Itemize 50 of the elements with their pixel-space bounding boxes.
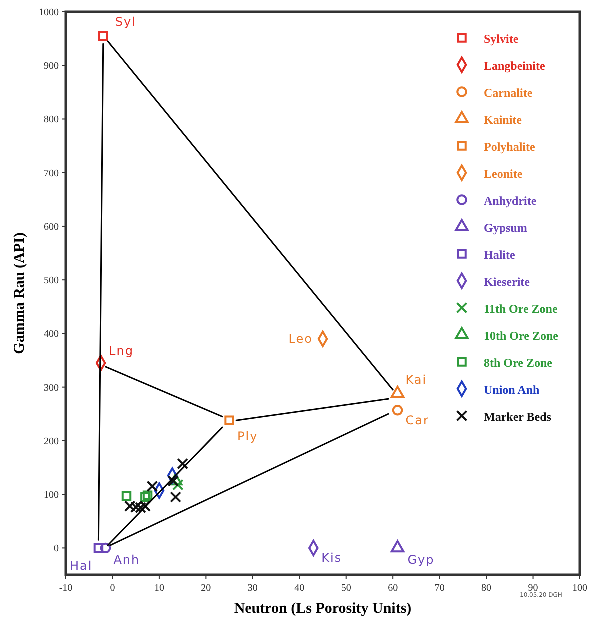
legend-label: 10th Ore Zone (484, 329, 560, 343)
annotation: Ply (238, 430, 258, 444)
x-tick-label: 60 (388, 583, 398, 594)
y-tick-label: 700 (44, 168, 59, 180)
x-tick-label: 0 (110, 583, 116, 594)
legend-label: Kainite (484, 113, 523, 127)
x-tick-label: 40 (294, 583, 305, 594)
y-tick-label: 900 (44, 61, 59, 72)
x-tick-label: 30 (248, 583, 258, 594)
legend-label: Polyhalite (484, 140, 536, 154)
x-tick-label: 90 (528, 583, 538, 594)
annotation: Syl (115, 15, 136, 30)
x-tick-label: -10 (59, 583, 73, 594)
y-tick-label: 600 (44, 222, 59, 233)
y-axis-title: Gamma Rau (API) (12, 232, 28, 354)
annotation: Hal (70, 559, 93, 574)
y-tick-label: 800 (44, 114, 59, 126)
legend-label: 8th Ore Zone (484, 356, 554, 370)
x-tick-label: 10 (154, 583, 164, 594)
x-tick-label: 50 (341, 583, 352, 594)
x-axis-title: Neutron (Ls Porosity Units) (234, 601, 412, 617)
annotation: Anh (114, 553, 140, 568)
legend-label: Marker Beds (484, 410, 552, 424)
annotation: Car (406, 413, 430, 428)
legend-label: Gypsum (484, 221, 528, 235)
legend-label: Union Anh (484, 383, 540, 397)
annotation: Lng (109, 344, 134, 358)
y-tick-label: 100 (44, 490, 59, 502)
legend-label: Carnalite (484, 86, 534, 100)
annotation: Kis (322, 551, 342, 566)
y-tick-label: 0 (54, 544, 59, 555)
legend-label: Kieserite (484, 275, 531, 289)
y-tick-label: 200 (44, 436, 59, 448)
legend-label: Sylvite (484, 32, 520, 46)
x-tick-label: 70 (434, 583, 445, 594)
legend-label: 11th Ore Zone (484, 302, 558, 316)
x-tick-label: 100 (572, 583, 588, 594)
y-tick-label: 300 (44, 382, 59, 394)
x-tick-label: 20 (201, 583, 212, 594)
legend-label: Leonite (484, 167, 524, 181)
legend-label: Langbeinite (484, 59, 546, 73)
legend-label: Halite (484, 248, 516, 262)
legend-label: Anhydrite (484, 194, 538, 208)
y-tick-label: 500 (44, 276, 59, 287)
annotation: Gyp (408, 553, 435, 568)
y-tick-label: 400 (44, 329, 59, 340)
y-tick-label: 1000 (39, 8, 59, 18)
annotation: Leo (288, 332, 313, 346)
annotation: Kai (406, 372, 428, 387)
x-tick-label: 80 (482, 583, 492, 594)
